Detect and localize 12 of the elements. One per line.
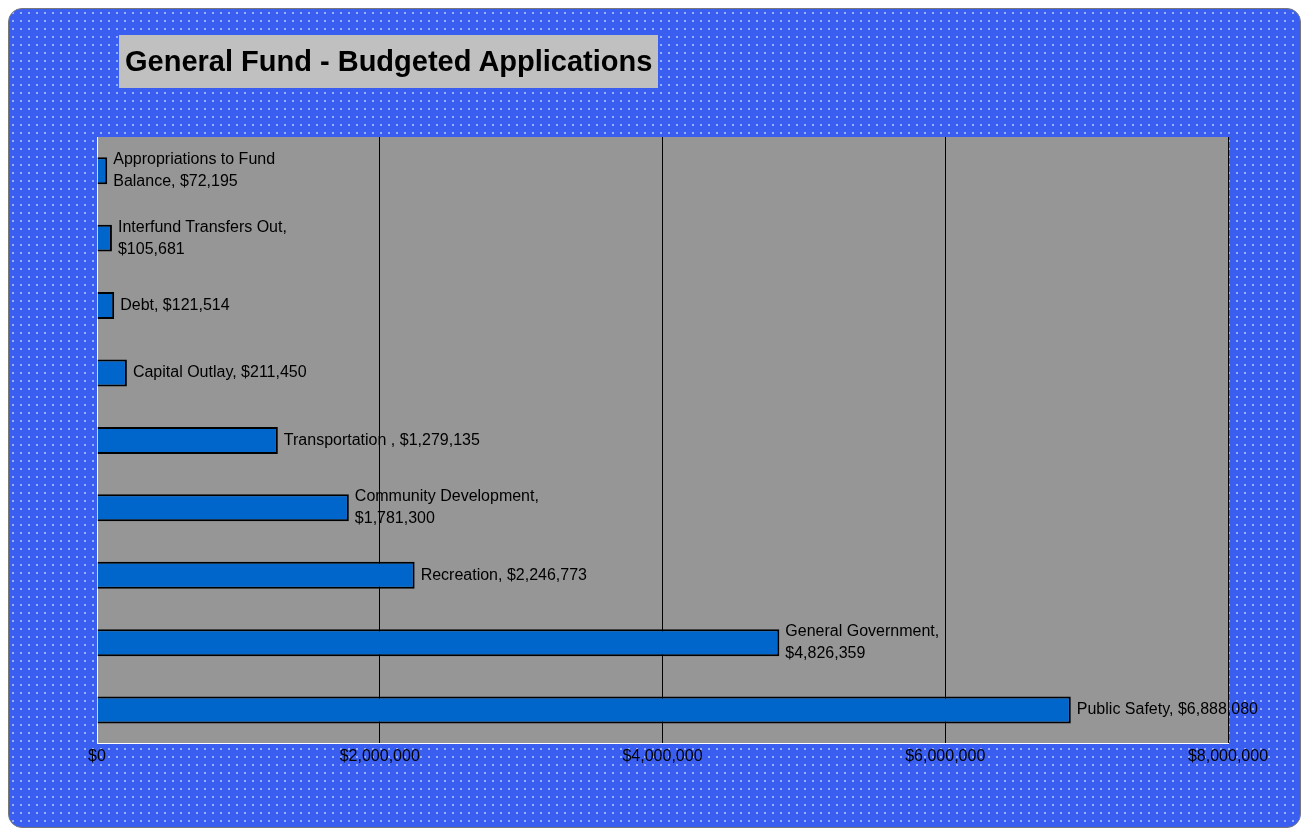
x-tick-label: $2,000,000 [339, 746, 420, 764]
x-tick-label: $6,000,000 [905, 746, 986, 764]
chart-title: General Fund - Budgeted Applications [119, 35, 659, 88]
data-label: Recreation, $2,246,773 [420, 565, 588, 583]
data-label: Capital Outlay, $211,450 [132, 363, 307, 381]
data-label: Debt, $121,514 [120, 295, 230, 313]
x-tick-label: $0 [88, 746, 106, 764]
data-label: Appropriations to Fund Balance, $72,195 [113, 150, 276, 190]
x-tick-label: $4,000,000 [622, 746, 703, 764]
data-label: Interfund Transfers Out, $105,681 [117, 217, 287, 257]
x-tick-label: $8,000,000 [1187, 746, 1269, 764]
data-label: General Government, $4,826,359 [785, 622, 940, 662]
